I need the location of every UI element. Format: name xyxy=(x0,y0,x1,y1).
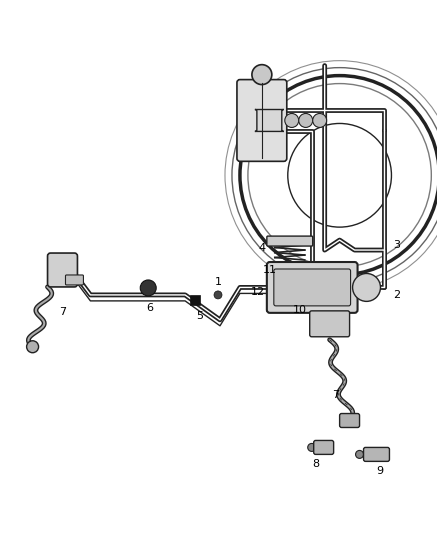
Text: 1: 1 xyxy=(215,277,222,287)
Circle shape xyxy=(27,341,39,353)
Text: 5: 5 xyxy=(197,311,204,321)
Text: 8: 8 xyxy=(312,459,319,470)
FancyBboxPatch shape xyxy=(255,109,284,132)
Text: 12: 12 xyxy=(251,287,265,297)
Text: 6: 6 xyxy=(147,303,154,313)
Circle shape xyxy=(252,64,272,85)
Circle shape xyxy=(308,443,316,451)
Text: 7: 7 xyxy=(332,390,339,400)
FancyBboxPatch shape xyxy=(274,269,350,306)
FancyBboxPatch shape xyxy=(339,414,360,427)
Circle shape xyxy=(353,273,381,301)
Circle shape xyxy=(356,450,364,458)
FancyBboxPatch shape xyxy=(48,253,78,287)
Circle shape xyxy=(299,114,313,127)
Text: 2: 2 xyxy=(393,290,400,300)
FancyBboxPatch shape xyxy=(237,79,287,161)
Text: 10: 10 xyxy=(293,305,307,315)
Text: 9: 9 xyxy=(376,466,383,477)
Text: 11: 11 xyxy=(263,265,277,275)
Text: 7: 7 xyxy=(59,307,66,317)
Circle shape xyxy=(140,280,156,296)
FancyBboxPatch shape xyxy=(314,440,334,455)
FancyBboxPatch shape xyxy=(267,236,313,246)
FancyBboxPatch shape xyxy=(310,311,350,337)
FancyBboxPatch shape xyxy=(190,295,200,305)
Text: 4: 4 xyxy=(258,243,265,253)
Text: 3: 3 xyxy=(393,240,400,250)
FancyBboxPatch shape xyxy=(66,275,83,285)
FancyBboxPatch shape xyxy=(267,262,357,313)
FancyBboxPatch shape xyxy=(364,447,389,462)
Circle shape xyxy=(313,114,327,127)
Circle shape xyxy=(285,114,299,127)
Circle shape xyxy=(214,291,222,299)
